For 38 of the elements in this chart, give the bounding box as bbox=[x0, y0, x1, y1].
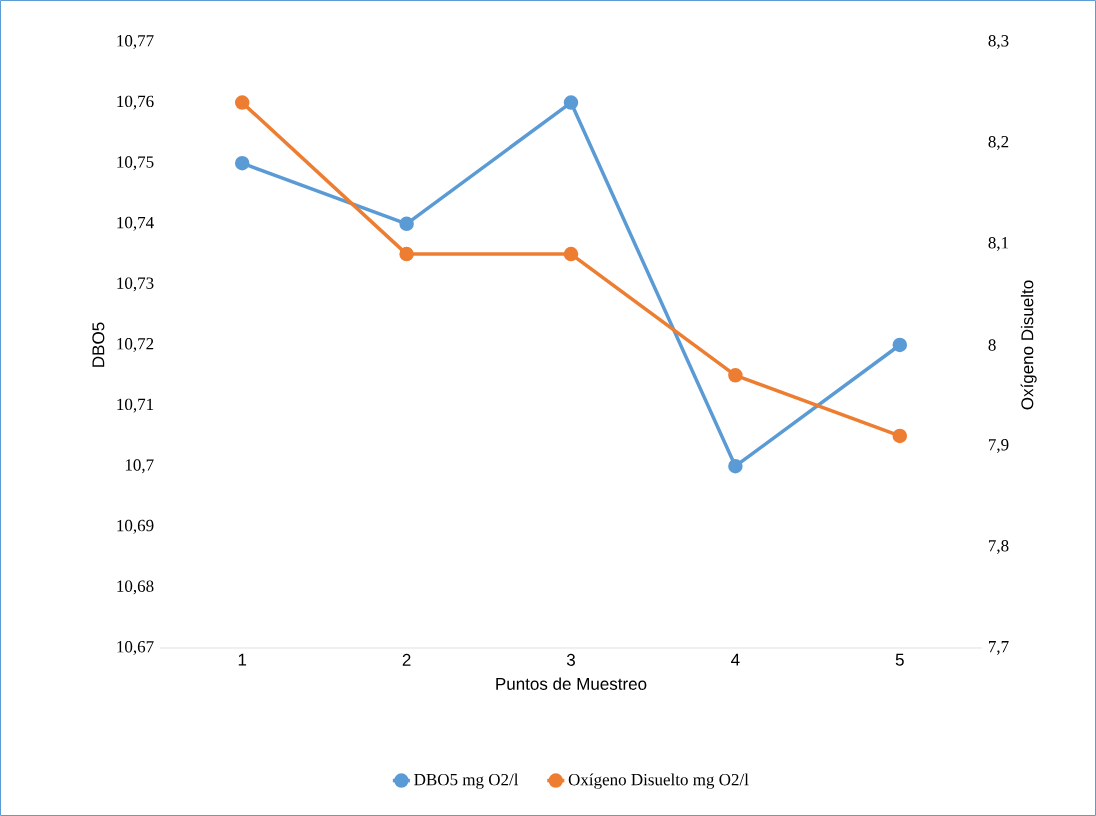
y2-tick-label: 8 bbox=[988, 339, 996, 351]
y2-tick-label: 7,7 bbox=[988, 641, 1009, 655]
x-tick-label: 4 bbox=[731, 653, 740, 666]
y2-axis-title: Oxígeno Disuelto bbox=[1020, 280, 1037, 410]
y-tick-label: 10,77 bbox=[117, 35, 154, 49]
y-tick-label: 10,76 bbox=[117, 95, 154, 110]
y-tick-label: 10,7 bbox=[125, 459, 154, 474]
y-tick-label: 10,68 bbox=[117, 580, 154, 595]
y2-tick-label: 8,1 bbox=[988, 237, 1009, 251]
y-tick-label: 10,72 bbox=[117, 338, 154, 352]
point bbox=[563, 246, 579, 262]
y-tick-label: 10,74 bbox=[117, 216, 154, 231]
legend-label: Oxígeno Disuelto mg O2/l bbox=[568, 773, 749, 789]
y-tick-label: 10,69 bbox=[117, 519, 154, 534]
y2-tick-label: 8,2 bbox=[988, 136, 1009, 150]
point bbox=[399, 216, 414, 232]
point bbox=[234, 155, 250, 171]
point bbox=[892, 337, 908, 353]
x-axis-title: Puntos de Muestreo bbox=[496, 677, 647, 690]
x-tick-label: 5 bbox=[895, 653, 904, 666]
point bbox=[399, 246, 414, 262]
x-tick-label: 3 bbox=[566, 653, 575, 666]
y-axis-title: DBO5 bbox=[92, 322, 105, 367]
x-tick-label: 2 bbox=[402, 653, 411, 666]
legend-label: DBO5 mg O2/l bbox=[414, 773, 519, 789]
y2-tick-label: 7,9 bbox=[988, 439, 1009, 453]
y-tick-label: 10,71 bbox=[117, 398, 154, 413]
y-tick-label: 10,73 bbox=[117, 277, 154, 292]
point bbox=[563, 95, 579, 110]
point bbox=[234, 95, 250, 110]
point bbox=[728, 368, 743, 383]
point bbox=[728, 458, 743, 474]
x-tick-label: 1 bbox=[238, 653, 247, 666]
y-tick-label: 10,75 bbox=[117, 156, 154, 171]
point bbox=[892, 428, 908, 444]
y2-tick-label: 8,3 bbox=[988, 35, 1009, 49]
y-tick-label: 10,67 bbox=[117, 641, 154, 655]
y2-tick-label: 7,8 bbox=[988, 540, 1009, 554]
